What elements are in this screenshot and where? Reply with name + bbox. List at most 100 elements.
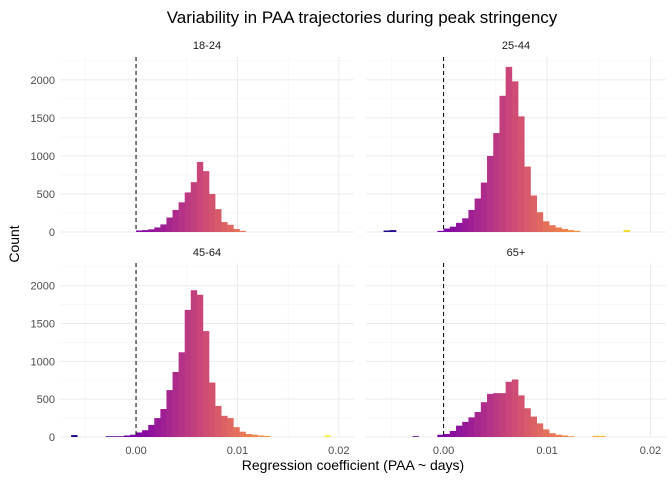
x-tick-label: 0.02 bbox=[328, 445, 349, 457]
histogram-bar bbox=[443, 433, 451, 437]
x-axis-title: Regression coefficient (PAA ~ days) bbox=[242, 457, 464, 473]
histogram-bar bbox=[493, 133, 500, 232]
histogram-bar bbox=[555, 227, 562, 232]
histogram-bar bbox=[462, 218, 469, 232]
histogram-bar bbox=[111, 436, 119, 437]
histogram-bar bbox=[257, 435, 265, 437]
histogram-bar bbox=[567, 230, 575, 232]
histogram-bar bbox=[524, 166, 531, 232]
y-tick-label: 2000 bbox=[31, 75, 55, 87]
facet-label: 18-24 bbox=[193, 40, 221, 52]
facet-panel-1: 18-24 0 500 1000 1500 2000 bbox=[31, 40, 354, 239]
histogram-bar bbox=[536, 212, 544, 232]
histogram-bar bbox=[215, 209, 222, 232]
histogram-bar bbox=[221, 415, 228, 437]
y-tick-label: 0 bbox=[49, 432, 55, 444]
histogram-bar bbox=[202, 331, 210, 437]
histogram-bar bbox=[561, 228, 569, 232]
histogram-bar bbox=[524, 408, 531, 437]
histogram-bar bbox=[221, 222, 228, 232]
histogram-bar bbox=[487, 393, 494, 437]
histogram-bar bbox=[184, 309, 192, 437]
histogram-bar bbox=[499, 95, 506, 232]
x-tick-label: 0.00 bbox=[433, 445, 454, 457]
x-tick-label: 0.00 bbox=[125, 445, 146, 457]
histogram-bar bbox=[160, 224, 167, 232]
histogram-bar bbox=[160, 409, 167, 437]
histogram-bar bbox=[555, 434, 562, 437]
histogram-bar bbox=[184, 192, 192, 232]
y-tick-label: 500 bbox=[37, 394, 55, 406]
histogram-bar bbox=[178, 202, 185, 232]
histogram-bar bbox=[196, 294, 204, 437]
facet-label: 25-44 bbox=[502, 40, 530, 52]
histogram-bar bbox=[412, 436, 420, 437]
histogram-bar bbox=[172, 209, 179, 232]
chart-title: Variability in PAA trajectories during p… bbox=[167, 8, 558, 27]
histogram-bar bbox=[505, 381, 513, 437]
histogram-bar bbox=[518, 116, 525, 232]
y-tick-label: 500 bbox=[37, 189, 55, 201]
y-tick-label: 1000 bbox=[31, 356, 55, 368]
histogram-bar bbox=[499, 393, 506, 437]
histogram-bar bbox=[456, 425, 463, 437]
histogram-bar bbox=[536, 423, 544, 437]
histogram-bar bbox=[172, 371, 179, 437]
histogram-bar bbox=[505, 66, 513, 232]
histogram-bar bbox=[383, 230, 391, 232]
facet-panel-2: 25-44 bbox=[366, 40, 666, 233]
y-tick-label: 1000 bbox=[31, 151, 55, 163]
histogram-bar bbox=[129, 434, 137, 437]
histogram-bar bbox=[480, 182, 488, 232]
histogram-bar bbox=[245, 433, 252, 437]
histogram-bar bbox=[468, 417, 475, 437]
histogram-bar bbox=[105, 436, 112, 437]
histogram-bar bbox=[542, 429, 550, 437]
histogram-bar bbox=[251, 434, 258, 437]
histogram-bar bbox=[480, 402, 488, 437]
y-tick-label: 2000 bbox=[31, 281, 55, 293]
histogram-bar bbox=[592, 435, 600, 437]
y-tick-label: 1500 bbox=[31, 319, 55, 331]
histogram-bar bbox=[462, 421, 469, 437]
histogram-bar bbox=[227, 224, 234, 232]
histogram-bar bbox=[136, 432, 143, 437]
histogram-bar bbox=[567, 436, 575, 437]
histogram-bar bbox=[443, 228, 451, 232]
histogram-bar bbox=[209, 193, 216, 232]
x-tick-label: 0.01 bbox=[536, 445, 557, 457]
histogram-bar bbox=[209, 382, 216, 437]
histogram-bar bbox=[148, 229, 155, 232]
histogram-bar bbox=[389, 230, 397, 232]
histogram-bar bbox=[196, 162, 204, 232]
histogram-bar bbox=[190, 290, 198, 437]
y-tick-label: 0 bbox=[49, 227, 55, 239]
histogram-bar bbox=[449, 430, 457, 437]
histogram-bar bbox=[233, 427, 240, 437]
histogram-bar bbox=[148, 424, 155, 437]
histogram-bar bbox=[178, 352, 185, 437]
histogram-bar bbox=[573, 230, 581, 232]
histogram-bar bbox=[468, 209, 475, 232]
facet-panel-4: 65+ 0.00 0.01 0.02 bbox=[366, 247, 666, 457]
histogram-bar bbox=[530, 416, 537, 437]
histogram-bar bbox=[227, 418, 234, 437]
histogram-bar bbox=[511, 81, 519, 232]
histogram-bar bbox=[239, 431, 246, 437]
histogram-bar bbox=[449, 226, 457, 232]
histogram-bar bbox=[117, 436, 125, 437]
x-tick-label: 0.01 bbox=[227, 445, 248, 457]
histogram-bar bbox=[190, 182, 198, 232]
histogram-bar bbox=[123, 435, 131, 437]
histogram-bar bbox=[456, 222, 463, 232]
histogram-bar bbox=[166, 217, 173, 232]
histogram-bar bbox=[437, 230, 444, 232]
histogram-bar bbox=[530, 195, 537, 232]
histogram-bar bbox=[511, 379, 519, 437]
histogram-bar bbox=[487, 155, 494, 232]
histogram-bar bbox=[437, 434, 444, 437]
histogram-bar bbox=[166, 390, 173, 437]
histogram-bar bbox=[136, 230, 143, 232]
